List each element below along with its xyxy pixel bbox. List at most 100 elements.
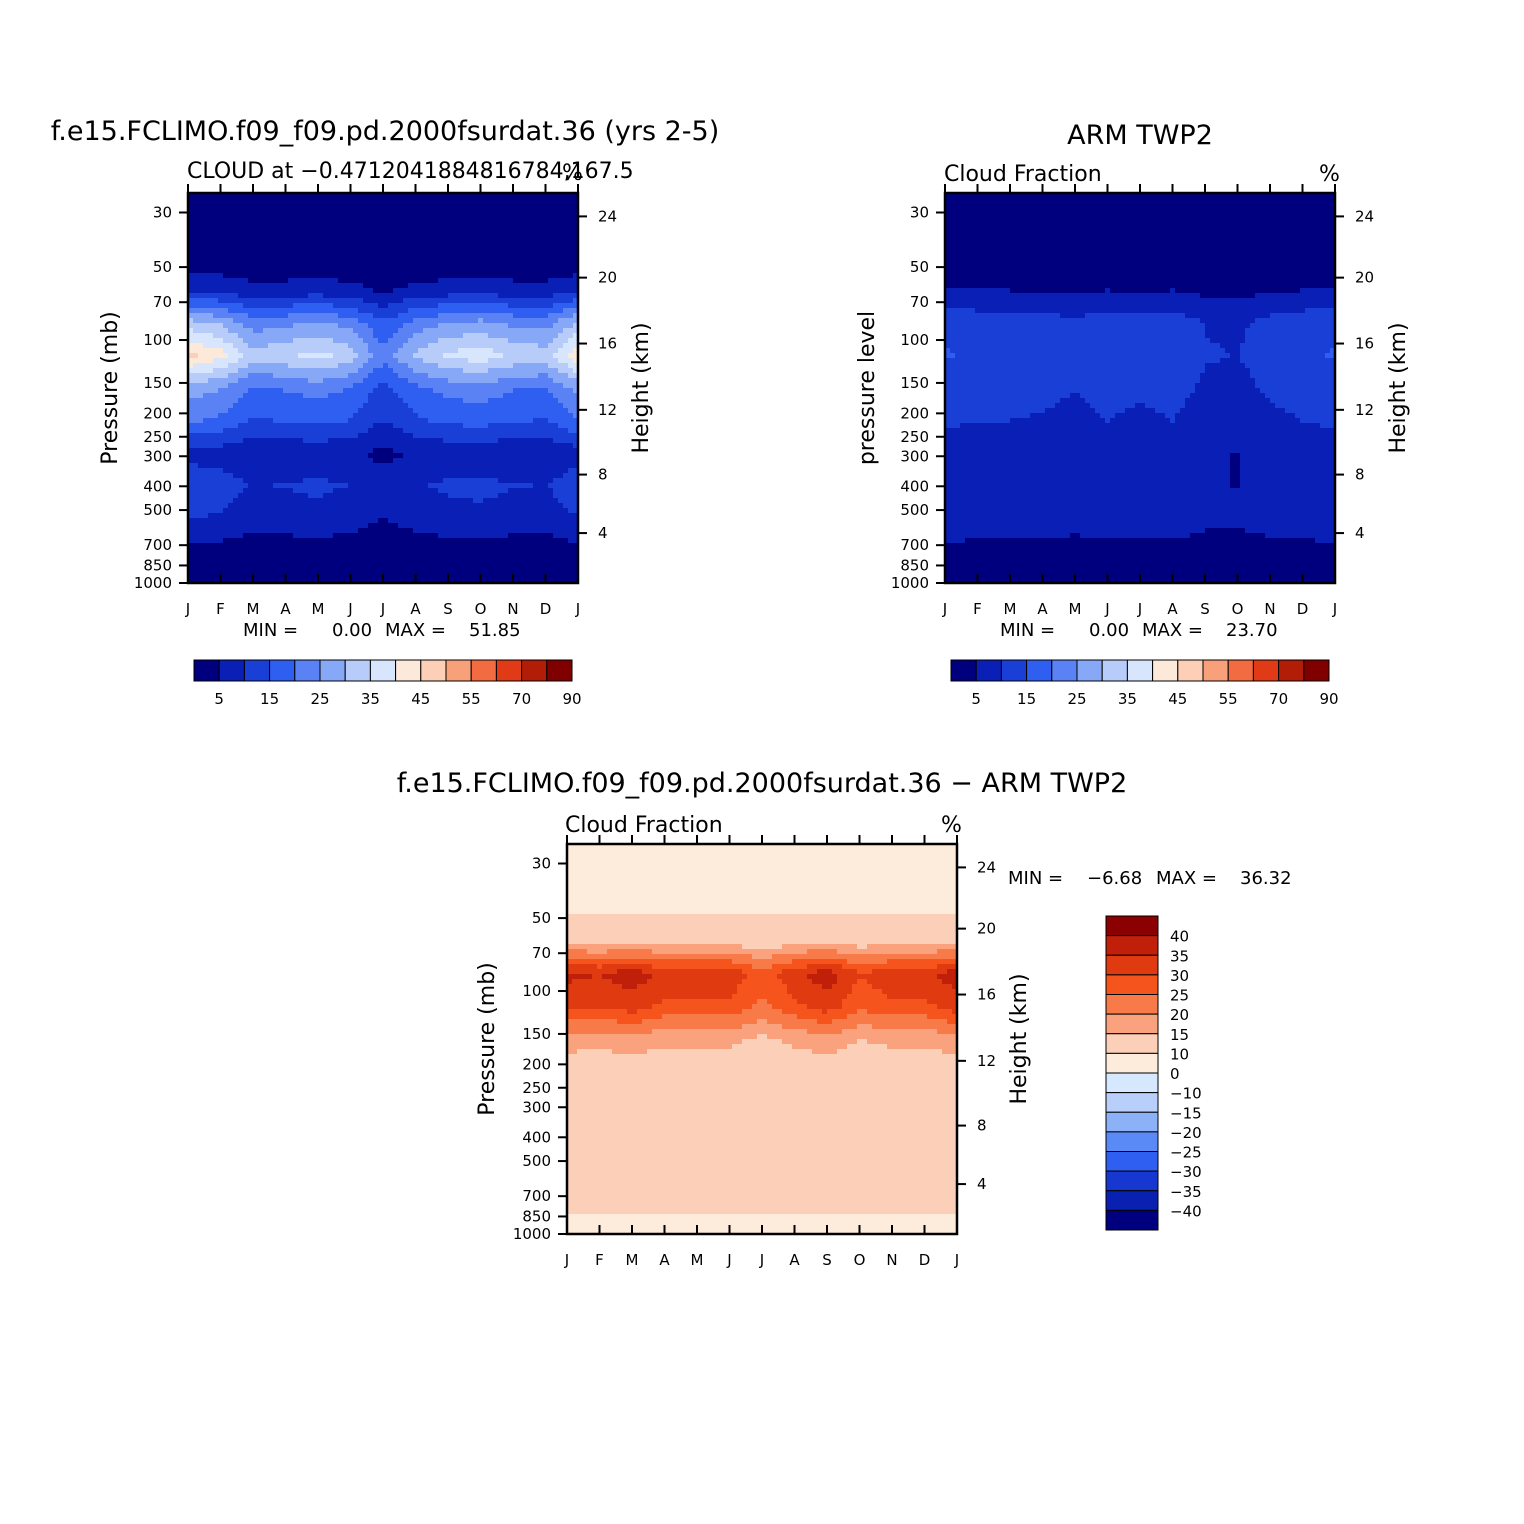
field-cell [308, 468, 314, 474]
field-cell [398, 348, 404, 354]
field-cell [298, 233, 304, 239]
field-cell [488, 223, 494, 229]
field-cell [543, 473, 549, 479]
field-cell [563, 203, 569, 209]
field-cell [318, 348, 324, 354]
field-cell [353, 228, 359, 234]
field-cell [428, 408, 434, 414]
field-cell [438, 228, 444, 234]
field-cell [193, 258, 199, 264]
field-cell [258, 483, 264, 489]
field-cell [543, 448, 549, 454]
field-cell [248, 423, 254, 429]
field-cell [413, 413, 419, 419]
field-cell [218, 198, 224, 204]
field-cell [318, 428, 324, 434]
field-cell [238, 323, 244, 329]
field-cell [328, 353, 334, 359]
field-cell [428, 223, 434, 229]
field-cell [573, 358, 578, 364]
field-cell [358, 428, 364, 434]
field-cell [473, 343, 479, 349]
field-cell [313, 338, 319, 344]
field-cell [488, 403, 494, 409]
field-cell [368, 353, 374, 359]
field-cell [408, 458, 414, 464]
field-cell [268, 408, 274, 414]
field-cell [433, 378, 439, 384]
field-cell [213, 333, 219, 339]
field-cell [553, 358, 559, 364]
field-cell [248, 368, 254, 374]
field-cell [453, 233, 459, 239]
field-cell [393, 358, 399, 364]
field-cell [243, 243, 249, 249]
field-cell [553, 318, 559, 324]
field-cell [228, 273, 234, 279]
field-cell [438, 303, 444, 309]
field-cell [513, 498, 519, 504]
field-cell [383, 213, 389, 219]
field-cell [523, 238, 529, 244]
field-cell [258, 503, 264, 509]
field-cell [248, 358, 254, 364]
field-cell [453, 288, 459, 294]
field-cell [538, 363, 544, 369]
field-cell [373, 273, 379, 279]
field-cell [353, 288, 359, 294]
field-cell [263, 273, 269, 279]
field-cell [568, 308, 574, 314]
field-cell [558, 263, 564, 269]
field-cell [253, 378, 259, 384]
field-cell [408, 283, 414, 289]
field-cell [553, 343, 559, 349]
field-cell [538, 498, 544, 504]
field-cell [523, 488, 529, 494]
field-cell [238, 423, 244, 429]
field-cell [423, 273, 429, 279]
field-cell [298, 428, 304, 434]
field-cell [518, 318, 524, 324]
field-cell [573, 508, 578, 514]
field-cell [478, 348, 484, 354]
field-cell [368, 203, 374, 209]
field-cell [333, 508, 339, 514]
field-cell [243, 213, 249, 219]
field-cell [558, 398, 564, 404]
field-cell [383, 308, 389, 314]
field-cell [558, 423, 564, 429]
field-cell [468, 323, 474, 329]
field-cell [458, 288, 464, 294]
field-cell [193, 488, 199, 494]
field-cell [283, 338, 289, 344]
field-cell [308, 403, 314, 409]
field-cell [278, 483, 284, 489]
field-cell [243, 358, 249, 364]
field-cell [508, 443, 514, 449]
field-cell [253, 503, 259, 509]
field-cell [218, 453, 224, 459]
field-cell [463, 373, 469, 379]
field-cell [513, 323, 519, 329]
field-cell [483, 448, 489, 454]
field-cell [258, 408, 264, 414]
field-cell [453, 468, 459, 474]
field-cell [288, 288, 294, 294]
field-cell [243, 258, 249, 264]
field-cell [488, 228, 494, 234]
field-cell [373, 453, 379, 459]
field-cell [313, 318, 319, 324]
field-cell [243, 373, 249, 379]
field-cell [498, 273, 504, 279]
field-cell [533, 403, 539, 409]
field-cell [533, 468, 539, 474]
field-cell [403, 298, 409, 304]
field-cell [553, 448, 559, 454]
field-cell [378, 323, 384, 329]
field-cell [203, 243, 209, 249]
field-cell [363, 263, 369, 269]
field-cell [458, 358, 464, 364]
field-cell [458, 438, 464, 444]
field-cell [418, 323, 424, 329]
field-cell [378, 418, 384, 424]
